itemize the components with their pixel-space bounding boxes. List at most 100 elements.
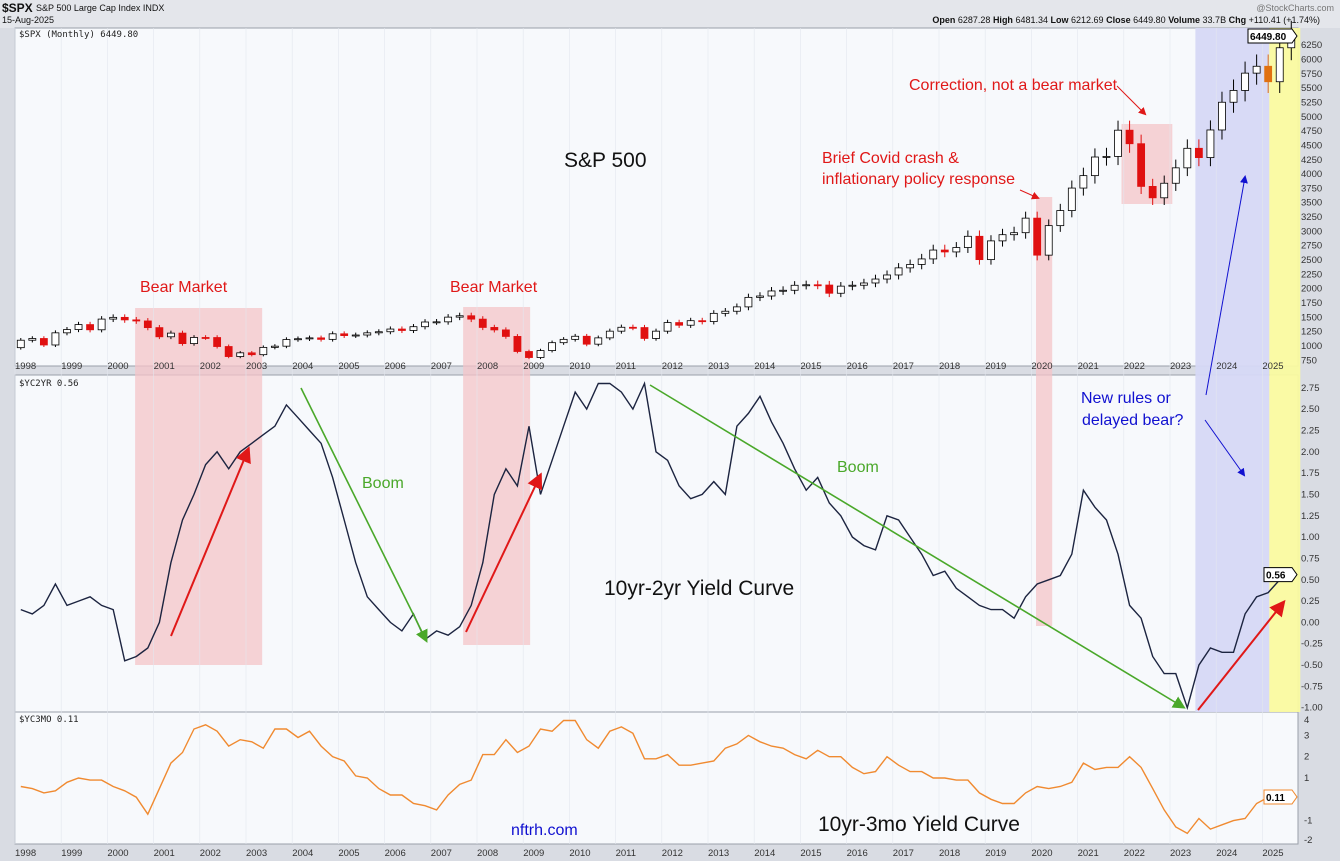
last-value-flag (1263, 789, 1298, 805)
spx-candle (236, 352, 245, 357)
shaded-period-bear (135, 308, 263, 665)
new-rules-line2: delayed bear? (1082, 412, 1184, 429)
spx-candle (767, 290, 776, 297)
spx-candle (1183, 147, 1192, 169)
last-value-label: 6449.80 (1250, 32, 1287, 43)
spx-candle (270, 345, 279, 348)
spx-candle (178, 332, 187, 345)
spx-candle (940, 249, 949, 253)
spx-candle (744, 296, 753, 308)
spx-y-tick: 3500 (1301, 198, 1322, 209)
x-tick-label-top: 2001 (154, 361, 175, 372)
yc2yr-y-tick: 1.25 (1301, 511, 1320, 522)
spx-candle (883, 274, 891, 280)
yc2yr-y-tick: 1.50 (1301, 489, 1320, 500)
x-tick-label-bottom: 2016 (847, 848, 868, 859)
spx-candle (836, 285, 845, 294)
x-tick-label-top: 2025 (1262, 361, 1283, 372)
spx-candle (409, 326, 418, 331)
x-tick-label-top: 2021 (1078, 361, 1099, 372)
spx-candle (1067, 187, 1076, 211)
spx-candle (386, 328, 395, 333)
spx-candle (455, 315, 464, 318)
x-tick-label-bottom: 2001 (154, 848, 175, 859)
spx-candle (1102, 156, 1111, 158)
chg-label: Chg (1228, 15, 1247, 25)
spx-y-tick: 4500 (1301, 140, 1322, 151)
covid-arrow (1019, 189, 1040, 200)
x-tick-label-bottom: 2018 (939, 848, 960, 859)
close-label: Close (1106, 15, 1131, 25)
yc3mo-y-tick: 4 (1304, 715, 1309, 726)
spx-candle (294, 338, 302, 341)
high-value: 6481.34 (1015, 15, 1048, 25)
spx-candle (975, 235, 984, 261)
spx-candle (1264, 65, 1273, 83)
spx-candle (559, 338, 568, 344)
x-tick-label-bottom: 2006 (385, 848, 406, 859)
spx-y-tick: 1250 (1301, 327, 1322, 338)
spx-candle (525, 351, 533, 358)
x-tick-label-top: 2024 (1216, 361, 1237, 372)
spx-y-tick: 1000 (1301, 341, 1322, 352)
spx-candle (802, 284, 811, 287)
spx-candle (1241, 72, 1249, 91)
last-value-label: 0.56 (1266, 571, 1286, 582)
blue-arrow-down (1204, 419, 1246, 477)
spx-y-tick: 5250 (1301, 97, 1322, 108)
spx-candle (1021, 217, 1030, 234)
x-tick-label-bottom: 2014 (754, 848, 775, 859)
spx-candle (825, 284, 834, 294)
brand-logo: @StockCharts.com (1256, 3, 1334, 13)
low-value: 6212.69 (1071, 15, 1104, 25)
spx-candle (16, 339, 25, 349)
x-tick-label-top: 1998 (15, 361, 36, 372)
spx-candle (282, 339, 291, 347)
spx-candle (167, 332, 175, 338)
yc3mo-title: 10yr-3mo Yield Curve (818, 813, 1020, 836)
spx-candle (929, 249, 938, 260)
x-tick-label-bottom: 2000 (107, 848, 128, 859)
blue-arrow-up (1205, 175, 1248, 396)
spx-candle (63, 329, 71, 334)
yc2yr-y-tick: -0.50 (1301, 660, 1323, 671)
spx-candle (1194, 147, 1203, 158)
spx-candle (1033, 217, 1042, 256)
spx-candle (1044, 225, 1053, 256)
x-tick-label-top: 2002 (200, 361, 221, 372)
spx-candle (1206, 129, 1215, 158)
shaded-period-covid (1036, 197, 1053, 626)
spx-candle (363, 332, 372, 336)
covid-label-line1: Brief Covid crash & (822, 150, 959, 167)
yc2yr-y-tick: 2.75 (1301, 383, 1320, 394)
volume-label: Volume (1168, 15, 1201, 25)
yc2yr-title: 10yr-2yr Yield Curve (604, 577, 794, 600)
spx-candle (467, 315, 476, 320)
spx-candle (97, 318, 106, 331)
x-tick-label-top: 2006 (385, 361, 406, 372)
spx-candle (963, 235, 972, 248)
spx-candle (1218, 101, 1226, 131)
last-value-label: 0.11 (1266, 793, 1285, 804)
yc3mo-line (20, 719, 1292, 835)
red-arrow-2 (465, 472, 543, 633)
yc2yr-panel-label: $YC2YR 0.56 (19, 379, 79, 389)
spx-y-tick: 3000 (1301, 226, 1322, 237)
x-tick-label-bottom: 2023 (1170, 848, 1191, 859)
spx-candle (1275, 47, 1284, 83)
x-tick-label-top: 2017 (893, 361, 914, 372)
yc2yr-y-tick: -1.00 (1301, 703, 1323, 714)
x-tick-label-bottom: 2017 (893, 848, 914, 859)
x-tick-label-top: 2009 (523, 361, 544, 372)
x-tick-label-bottom: 2021 (1078, 848, 1099, 859)
x-tick-label-bottom: 2008 (477, 848, 498, 859)
spx-candle (444, 316, 453, 323)
spx-candle (1125, 129, 1134, 145)
spx-candle (120, 316, 129, 321)
green-arrow-2 (649, 384, 1186, 709)
spx-panel-label: $SPX (Monthly) 6449.80 (19, 30, 138, 40)
spx-y-tick: 5000 (1301, 112, 1322, 123)
spx-candle (571, 335, 580, 340)
spx-candle (860, 282, 868, 286)
x-tick-label-top: 2000 (107, 361, 128, 372)
